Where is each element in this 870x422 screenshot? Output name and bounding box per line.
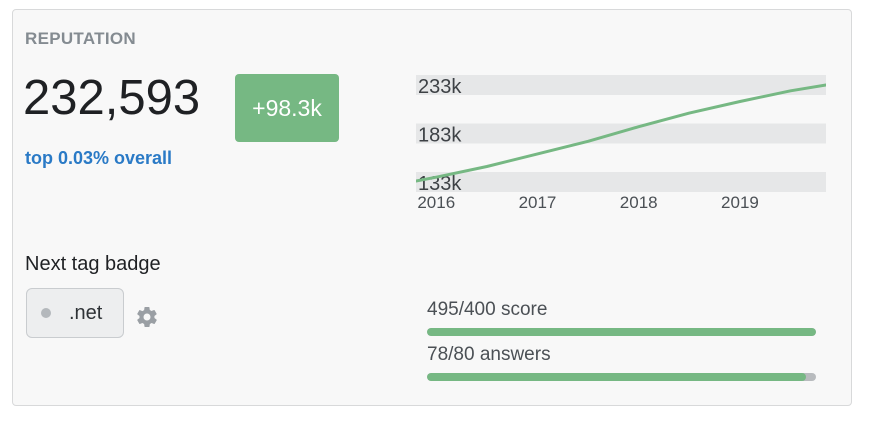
chart-grid-band	[416, 123, 826, 144]
tag-name: .net	[69, 301, 103, 324]
progress-label: 78/80 answers	[427, 344, 551, 365]
x-tick-label: 2017	[519, 193, 557, 212]
tag-badge-chip[interactable]: .net	[26, 288, 124, 338]
chart-grid-band	[416, 75, 826, 95]
x-tick-label: 2019	[721, 193, 759, 212]
progress-fill	[427, 328, 816, 336]
reputation-heading: REPUTATION	[25, 29, 136, 48]
progress-track	[427, 328, 816, 336]
reputation-value: 232,593	[23, 71, 201, 125]
badge-dot-icon	[41, 308, 51, 318]
chart-grid-band	[416, 172, 826, 192]
x-tick-label: 2016	[417, 193, 455, 212]
progress-track	[427, 373, 816, 381]
next-badge-title: Next tag badge	[25, 253, 161, 275]
progress-fill	[427, 373, 807, 381]
reputation-change-badge[interactable]: +98.3k	[235, 74, 339, 142]
x-tick-label: 2018	[620, 193, 658, 212]
gear-icon[interactable]	[135, 305, 159, 329]
progress-label: 495/400 score	[427, 299, 548, 320]
rank-link[interactable]: top 0.03% overall	[25, 148, 173, 168]
y-tick-label: 183k	[418, 125, 462, 147]
reputation-series-line	[416, 83, 826, 183]
y-tick-label: 233k	[418, 76, 462, 98]
